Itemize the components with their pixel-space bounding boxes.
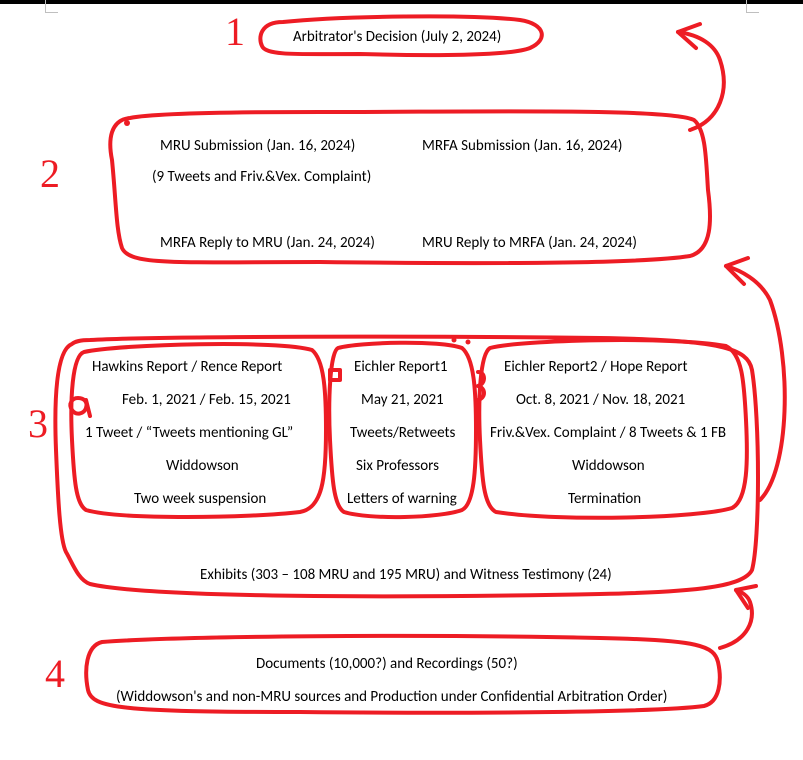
mru-reply: MRU Reply to MRFA (Jan. 24, 2024)	[422, 234, 637, 252]
colB-reports: Eichler Report1	[354, 358, 448, 376]
arbitrator-decision-title: Arbitrator's Decision (July 2, 2024)	[293, 28, 501, 46]
colA-dates: Feb. 1, 2021 / Feb. 15, 2021	[122, 391, 291, 409]
colC-person: Widdowson	[572, 457, 645, 475]
level-number-4: 4	[45, 650, 65, 697]
documents-line: Documents (10,000?) and Recordings (50?)	[256, 655, 518, 673]
exhibits-line: Exhibits (303 – 108 MRU and 195 MRU) and…	[200, 566, 612, 584]
colB-tweets: Tweets/Retweets	[350, 424, 455, 442]
sources-line: (Widdowson's and non-MRU sources and Pro…	[116, 688, 667, 706]
colC-outcome: Termination	[568, 490, 641, 508]
colA-person: Widdowson	[166, 457, 239, 475]
colC-reports: Eichler Report2 / Hope Report	[504, 358, 687, 376]
ink-overlay	[0, 0, 803, 760]
mrfa-submission: MRFA Submission (Jan. 16, 2024)	[422, 137, 622, 155]
colA-tweets: 1 Tweet / “Tweets mentioning GL”	[85, 424, 293, 442]
colC-tweets: Friv.&Vex. Complaint / 8 Tweets & 1 FB	[490, 424, 726, 442]
ruler-tick-left	[45, 0, 58, 13]
level-number-3: 3	[28, 400, 48, 447]
level-number-1: 1	[225, 8, 245, 55]
colB-dates: May 21, 2021	[361, 391, 444, 409]
colC-dates: Oct. 8, 2021 / Nov. 18, 2021	[516, 391, 685, 409]
mrfa-reply: MRFA Reply to MRU (Jan. 24, 2024)	[160, 234, 375, 252]
ruler-tick-right	[746, 0, 759, 13]
colB-person: Six Professors	[356, 457, 439, 475]
nine-tweets-line: (9 Tweets and Friv.&Vex. Complaint)	[152, 168, 371, 186]
level-number-2: 2	[40, 150, 60, 197]
top-black-bar	[0, 0, 803, 4]
colA-reports: Hawkins Report / Rence Report	[92, 358, 282, 376]
colA-outcome: Two week suspension	[134, 490, 266, 508]
colB-outcome: Letters of warning	[347, 490, 457, 508]
mru-submission: MRU Submission (Jan. 16, 2024)	[160, 137, 355, 155]
